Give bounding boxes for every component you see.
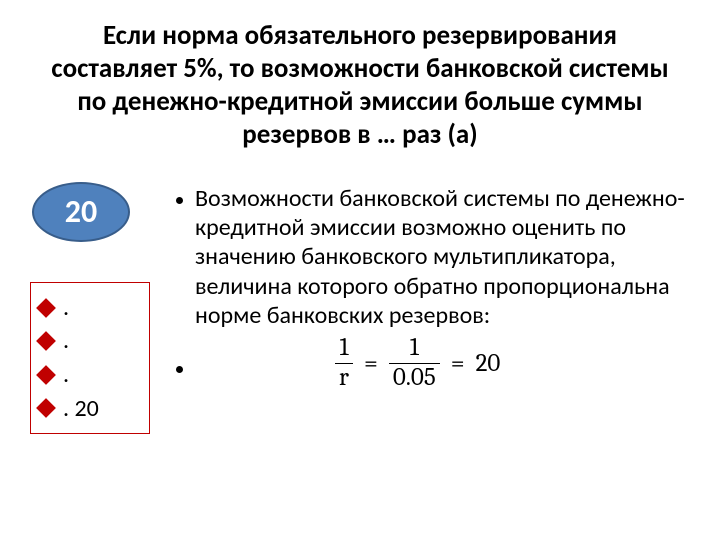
content-area: 20 . . . . 20	[30, 182, 690, 434]
option-text: .	[63, 358, 69, 392]
fraction-1: 1 r	[335, 334, 353, 393]
formula-row: 1 r = 1 0.05 = 20	[176, 334, 690, 393]
list-item: .	[39, 291, 139, 325]
list-item: .	[39, 324, 139, 358]
options-box: . . . . 20	[30, 282, 150, 434]
list-item: .	[39, 358, 139, 392]
explanation-block: Возможности банковской системы по денежн…	[176, 184, 690, 330]
equals-sign: =	[450, 349, 466, 378]
numerator: 1	[335, 334, 352, 363]
diamond-bullet-icon	[36, 398, 56, 418]
numerator: 1	[406, 334, 423, 363]
diamond-bullet-icon	[36, 331, 56, 351]
answer-value: 20	[65, 192, 97, 231]
formula-result: 20	[476, 349, 501, 378]
option-text: .	[63, 291, 69, 325]
diamond-bullet-icon	[36, 365, 56, 385]
formula: 1 r = 1 0.05 = 20	[335, 334, 500, 393]
right-column: Возможности банковской системы по денежн…	[176, 182, 690, 434]
bullet-icon	[176, 197, 183, 204]
option-text: . 20	[63, 392, 99, 426]
equals-sign: =	[363, 349, 379, 378]
fraction-2: 1 0.05	[389, 334, 440, 393]
left-column: 20 . . . . 20	[30, 182, 168, 434]
diamond-bullet-icon	[36, 298, 56, 318]
denominator: 0.05	[389, 364, 440, 393]
explanation-text: Возможности банковской системы по денежн…	[195, 184, 690, 330]
slide-title: Если норма обязательного резервирования …	[30, 20, 690, 152]
slide: Если норма обязательного резервирования …	[0, 0, 720, 540]
option-text: .	[63, 324, 69, 358]
denominator: r	[335, 364, 353, 393]
bullet-icon	[176, 366, 183, 373]
list-item: . 20	[39, 392, 139, 426]
answer-callout: 20	[32, 182, 130, 242]
